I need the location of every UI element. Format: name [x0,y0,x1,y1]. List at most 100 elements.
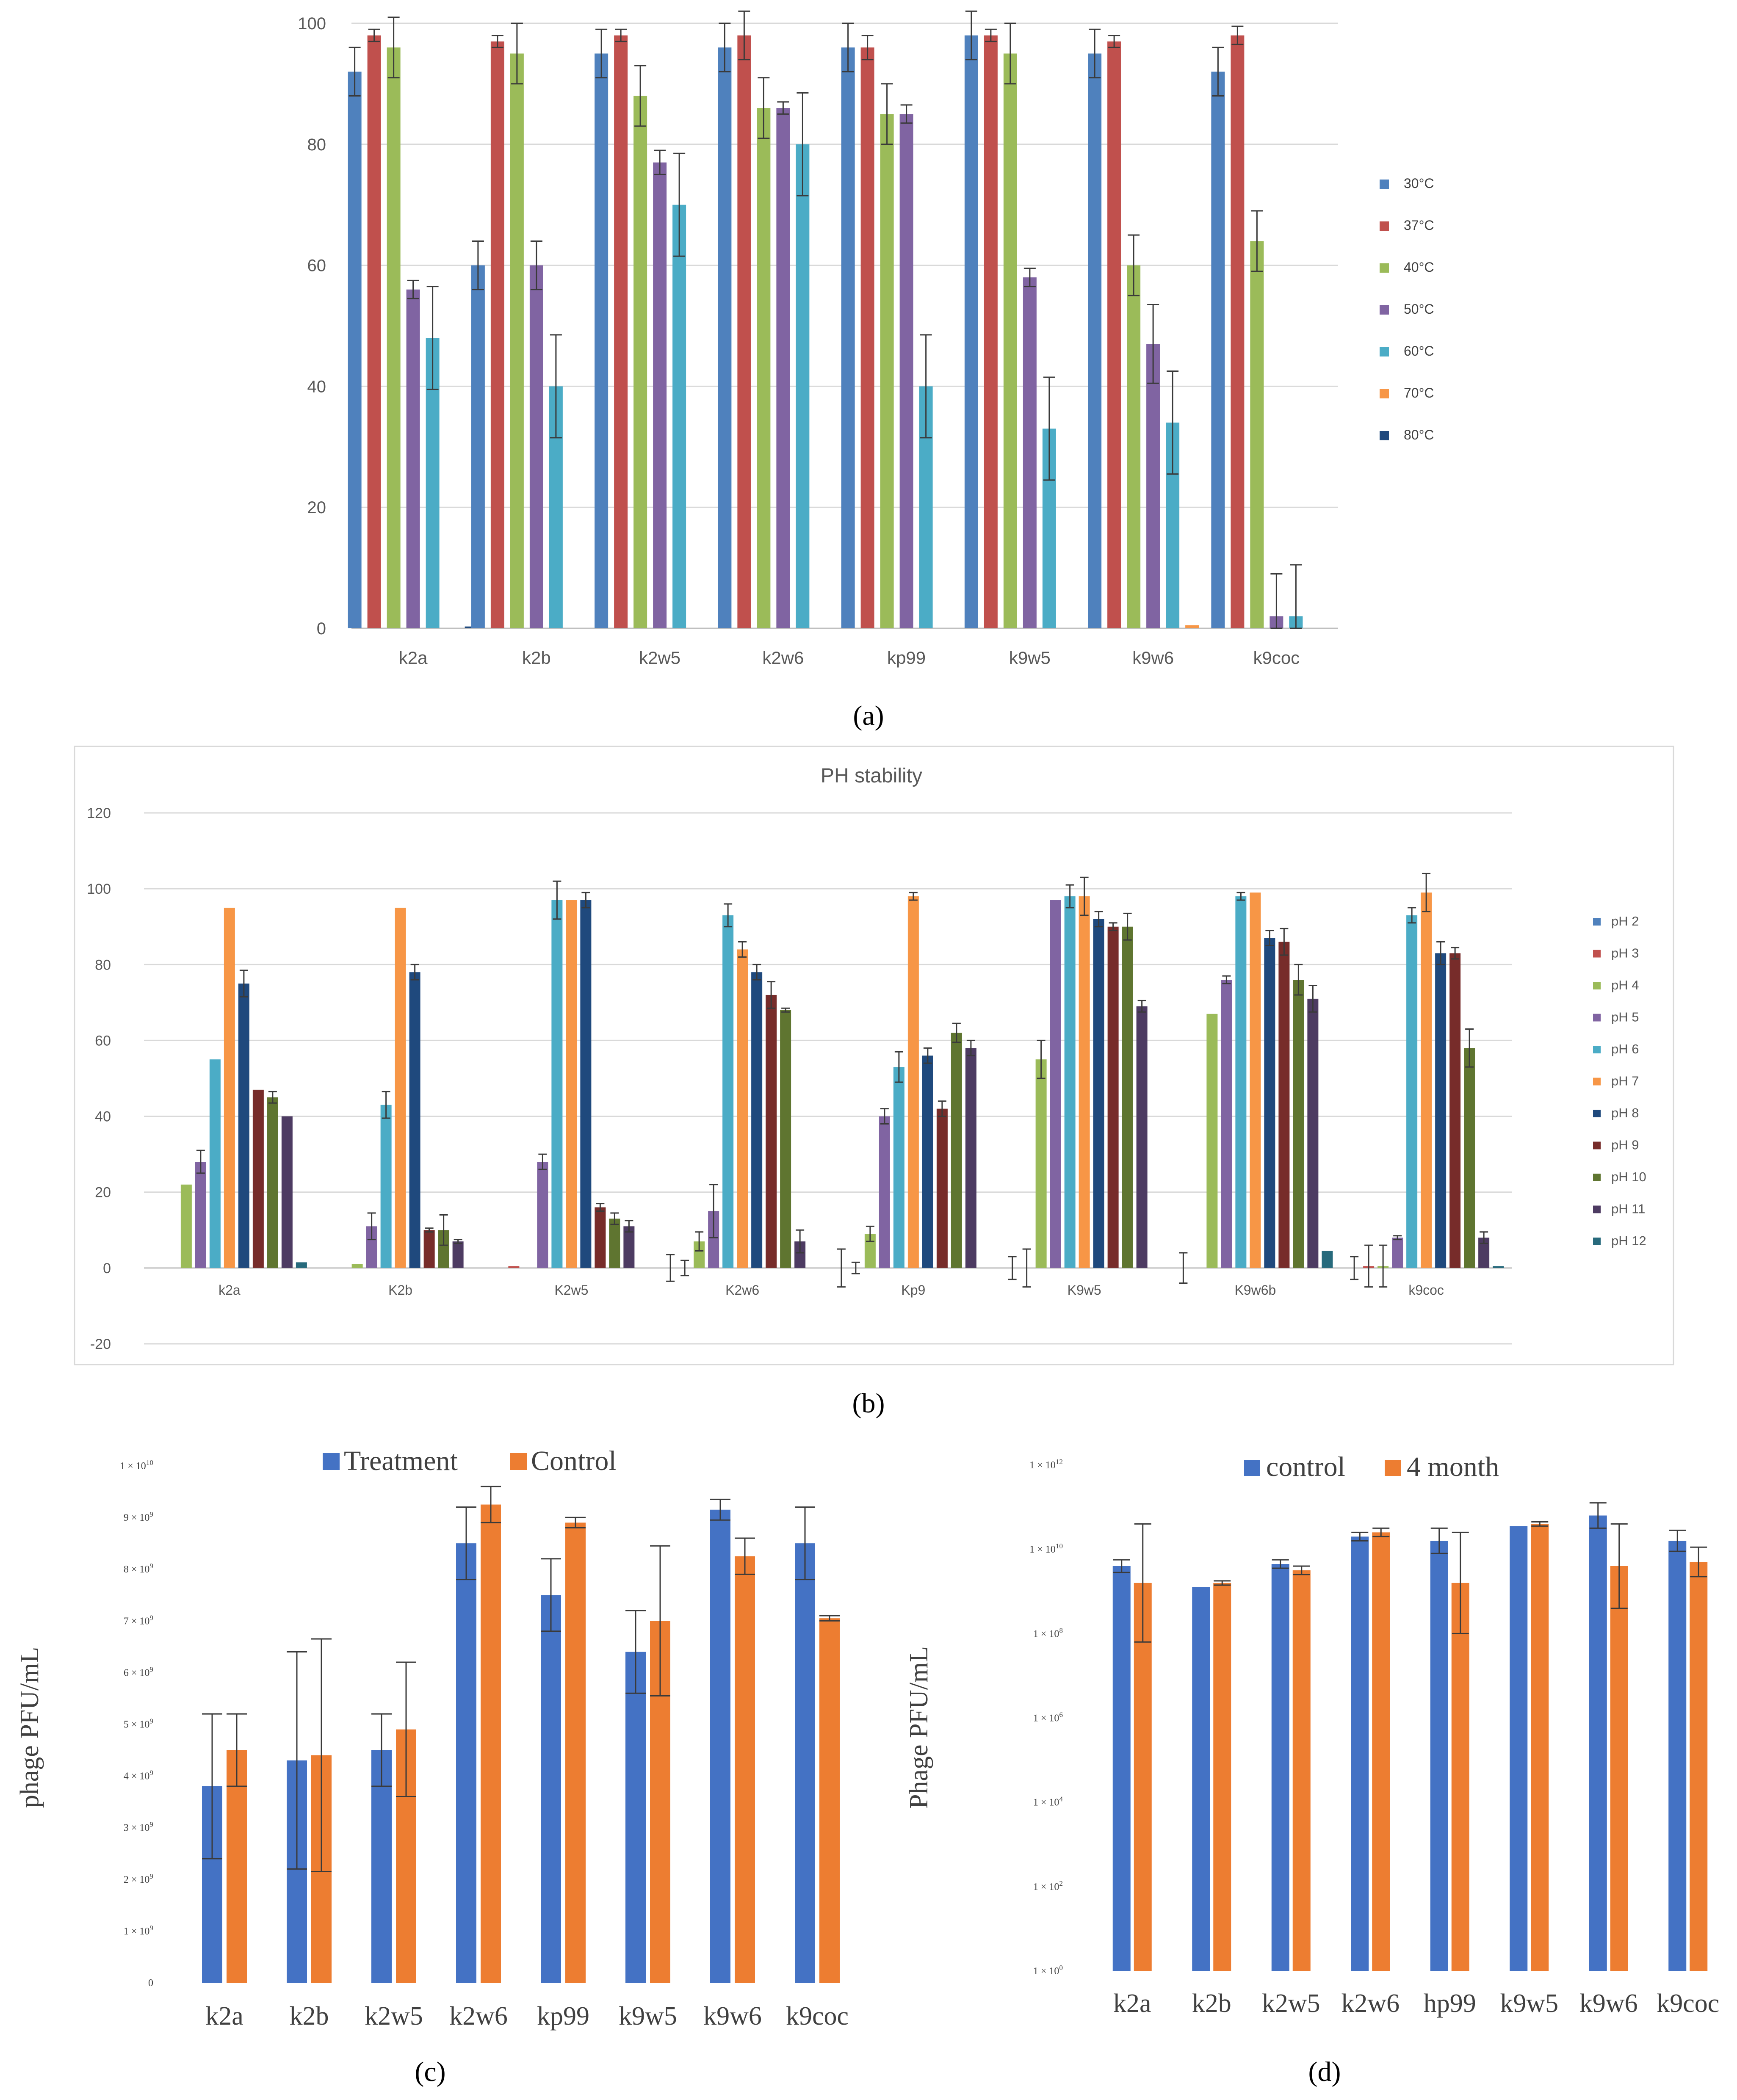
long-term-storage-chart: control 4 month 1 × 100 1 × 102 1 × 104 1 × … [904,1451,1719,2018]
bar [1134,1583,1152,1971]
bar [180,1184,192,1268]
bar [1023,277,1037,628]
y-tick-label: 40 [95,1109,111,1125]
bar [1449,953,1461,1268]
bar [1050,900,1061,1268]
y-tick-label: 9 × 109 [124,1510,153,1523]
legend-swatch [1593,1046,1601,1053]
bar [595,53,609,629]
legend-label: 70°C [1404,385,1434,401]
bar [423,1230,435,1268]
bar [1235,896,1247,1268]
error-bar [227,1713,247,1787]
error-bar [1436,941,1445,965]
error-bar [368,28,380,42]
bar [387,47,401,628]
error-bar [596,1203,605,1212]
bar [1293,980,1304,1268]
error-bar [1372,1527,1390,1537]
y-axis-label-c: phage PFU/mL [15,1647,44,1808]
bar [718,47,732,628]
error-bar [894,1051,903,1083]
bar [776,108,790,628]
error-bar [1465,1028,1474,1068]
category-label: K2w5 [554,1282,588,1298]
error-bar [1451,947,1460,960]
bar [951,1033,962,1268]
error-bar [410,964,419,981]
category-label: k2a [399,648,428,668]
bar [1064,896,1076,1268]
bar [1531,1524,1549,1971]
error-bar [1408,907,1416,924]
bar [510,53,524,629]
bar [1250,892,1261,1268]
legend-label: pH 2 [1611,914,1639,928]
bar [1107,926,1119,1268]
bar [984,35,998,629]
error-bar [615,28,627,42]
y-tick-label: 20 [95,1185,111,1201]
ph-chart-border [74,746,1674,1365]
error-bar [1280,928,1289,956]
category-label: kp99 [887,648,926,668]
bar [1221,980,1232,1268]
error-bar [650,1545,670,1697]
bar [1421,892,1432,1268]
category-label: k9w5 [1009,648,1051,668]
category-label: k2w5 [639,648,680,668]
error-bar [673,152,686,257]
category-label: k2b [522,648,551,668]
error-bar [738,10,750,61]
error-bar [581,892,590,909]
legend-label: pH 4 [1611,978,1639,992]
error-bar [1236,892,1245,901]
error-bar [1294,964,1303,996]
bar [508,1266,520,1268]
error-bar [952,1022,961,1043]
y-tick-label: 1 × 1012 [1029,1458,1063,1471]
bar [819,1618,840,1983]
y-tick-label: 100 [87,881,111,897]
bar [1292,1570,1311,1971]
error-bar [1109,922,1117,931]
error-bar [456,1506,476,1581]
error-bar [625,1220,633,1233]
category-label: Kp9 [901,1282,925,1298]
legend-label: 80°C [1404,427,1434,442]
bar [541,1595,561,1983]
bar [737,35,751,629]
y-tick-label: 7 × 109 [124,1614,153,1627]
error-bar [842,22,854,72]
category-label: k2w6 [449,2002,508,2031]
bar [757,108,771,628]
error-bar [1037,1039,1046,1079]
ph-chart-title: PH stability [821,765,922,787]
bar [1372,1532,1390,1971]
legend-swatch [1380,305,1389,315]
bar [395,907,406,1268]
bar [565,1522,586,1983]
bar [566,900,577,1268]
error-bar [1094,911,1103,928]
legend-swatch [1380,431,1389,440]
bar [529,265,543,628]
bar [965,1048,976,1268]
legend-label: 37°C [1404,218,1434,233]
bar [1250,241,1264,628]
legend-swatch [323,1453,340,1470]
y-tick-label: 6 × 109 [124,1665,153,1678]
error-bar [666,1254,675,1282]
legend-swatch [1593,918,1601,926]
error-bar [425,1227,434,1233]
error-bar [719,22,731,72]
error-bar [1179,1252,1188,1284]
temperature-stability-chart: 0 20 40 60 80 100 k2a k2b k2w5 k2w6 kp99 k9w5 k9w6 k… [298,10,1434,668]
bar [452,1241,464,1268]
bar [735,1556,755,1983]
y-tick-label: -20 [90,1336,111,1352]
error-bar [851,1261,860,1274]
bar [1003,53,1017,629]
y-tick-label: 8 × 109 [124,1562,153,1575]
error-bar [710,1498,730,1521]
